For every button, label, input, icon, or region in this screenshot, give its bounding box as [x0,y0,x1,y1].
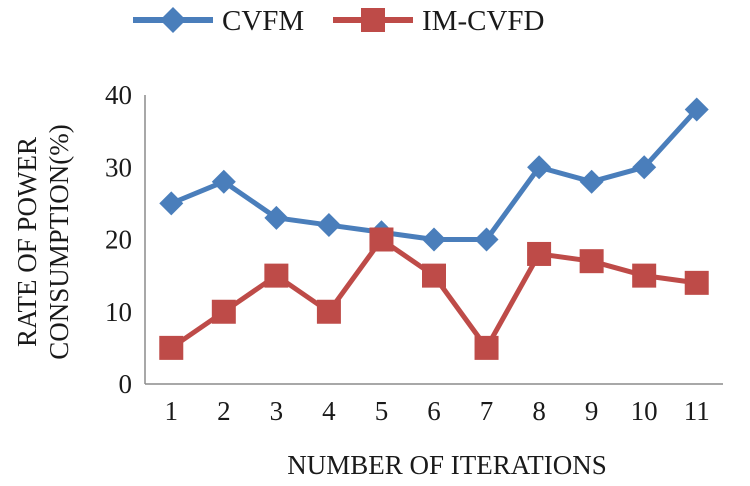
point-cvfm [579,169,604,194]
point-cvfm [632,155,657,180]
legend-label-imcvfd: IM-CVFD [422,5,544,37]
y-tick-label: 40 [105,80,132,110]
x-tick-label: 9 [585,396,599,426]
point-cvfm [159,191,184,216]
legend-item-cvfm: CVFM [133,5,304,37]
point-cvfm [474,227,499,252]
y-tick-label: 30 [105,152,132,182]
legend-marker-cvfm [160,7,186,33]
point-cvfm [316,213,341,238]
point-imcvfd [264,263,289,288]
x-tick-label: 1 [165,396,179,426]
point-imcvfd [632,263,657,288]
point-imcvfd [579,249,604,274]
point-cvfm [684,97,709,122]
point-imcvfd [159,335,184,360]
legend-marker-imcvfd [361,8,385,32]
point-cvfm [527,155,552,180]
point-imcvfd [422,263,446,288]
x-tick-label: 8 [532,396,546,426]
x-axis-title: NUMBER OF ITERATIONS [287,450,607,480]
y-axis-title-line2: CONSUMPTION(%) [44,124,74,360]
axes [144,95,723,385]
x-tick-label: 11 [684,396,710,426]
legend: CVFM IM-CVFD [133,5,544,37]
x-tick-label: 5 [375,396,389,426]
legend-label-cvfm: CVFM [222,5,304,37]
point-cvfm [422,227,446,252]
y-axis-title-line1: RATE OF POWER [12,137,42,347]
point-cvfm [211,169,236,194]
y-axis-title: RATE OF POWER CONSUMPTION(%) [12,124,74,360]
series-cvfm [159,97,709,252]
series-layer [159,97,709,360]
point-imcvfd [211,299,236,324]
x-tick-label: 2 [217,396,231,426]
series-imcvfd [159,227,709,360]
legend-item-imcvfd: IM-CVFD [333,5,544,37]
series-line-cvfm [170,107,699,242]
point-imcvfd [684,270,709,295]
point-imcvfd [316,299,341,324]
point-imcvfd [527,241,552,266]
x-tick-label: 3 [270,396,284,426]
point-imcvfd [474,335,499,360]
x-tick-label: 10 [631,396,658,426]
tick-labels: 0 10 20 30 40 1 2 3 4 5 6 7 8 9 10 11 [105,80,710,426]
y-tick-label: 20 [105,225,132,255]
x-tick-label: 6 [427,396,441,426]
series-line-imcvfd [169,237,698,351]
x-tick-label: 7 [480,396,494,426]
x-tick-label: 4 [322,396,336,426]
y-tick-label: 0 [119,369,133,399]
y-tick-label: 10 [105,297,132,327]
point-imcvfd [369,227,394,252]
point-cvfm [264,205,289,230]
